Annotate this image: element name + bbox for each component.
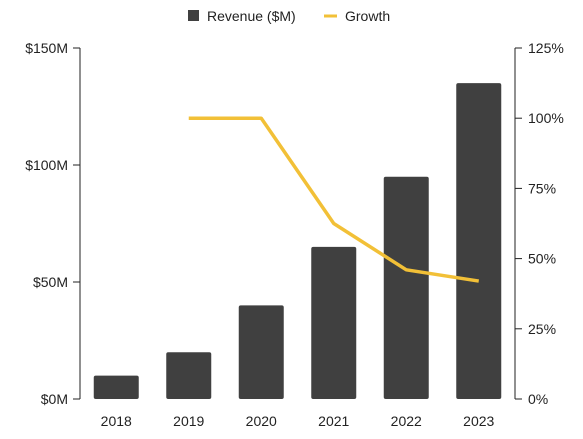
legend: Revenue ($M) Growth <box>188 8 390 24</box>
right-axis-tick-label: 75% <box>528 180 556 196</box>
legend-label-growth: Growth <box>345 8 390 24</box>
revenue-bar-2018 <box>93 375 139 399</box>
right-axis-tick-label: 0% <box>528 391 548 407</box>
legend-label-revenue: Revenue ($M) <box>207 8 296 24</box>
left-axis-tick-label: $150M <box>25 40 68 56</box>
revenue-bar-2021 <box>311 246 357 399</box>
revenue-bar-2023 <box>456 83 502 399</box>
revenue-bar-2022 <box>383 176 429 399</box>
right-axis-tick-label: 50% <box>528 251 556 267</box>
right-axis-tick-label: 125% <box>528 40 564 56</box>
x-axis-label: 2022 <box>391 413 422 429</box>
growth-line-layer <box>188 116 480 283</box>
legend-swatch-revenue <box>188 10 199 21</box>
axes: $0M $50M $100M $150M 0% 25% 50% 75% 100% 125% <box>25 40 564 407</box>
right-axis-tick-label: 25% <box>528 321 556 337</box>
revenue-bars <box>93 83 502 399</box>
revenue-bar-2019 <box>166 352 212 399</box>
revenue-bar-2020 <box>238 305 284 399</box>
x-axis-label: 2021 <box>318 413 349 429</box>
x-axis-label: 2018 <box>101 413 132 429</box>
x-axis-label: 2023 <box>463 413 494 429</box>
left-axis-tick-label: $0M <box>41 391 68 407</box>
x-axis-label: 2020 <box>246 413 277 429</box>
left-axis-tick-label: $100M <box>25 157 68 173</box>
left-axis-tick-label: $50M <box>33 274 68 290</box>
x-axis-label: 2019 <box>173 413 204 429</box>
right-axis-tick-label: 100% <box>528 110 564 126</box>
x-axis-labels: 2018 2019 2020 2021 2022 2023 <box>101 413 495 429</box>
